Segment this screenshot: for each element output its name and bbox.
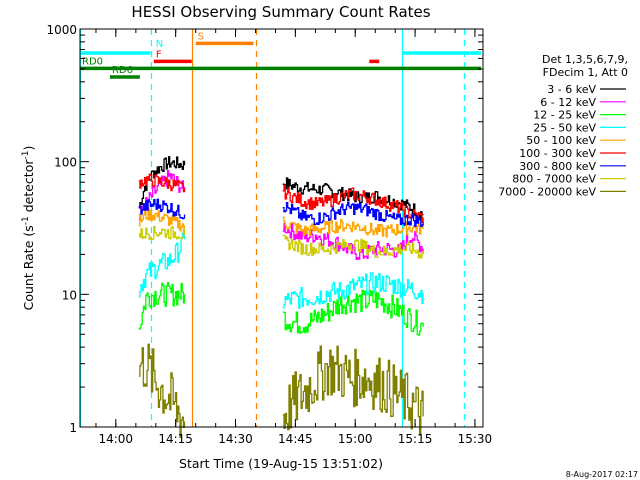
- attitude-bars: N S F RD0 RD6: [80, 31, 482, 79]
- x-tick-label: 15:15: [398, 432, 433, 446]
- state-label-s: S: [198, 31, 204, 42]
- legend-label: 300 - 800 keV: [519, 160, 596, 173]
- series-traces: [138, 156, 424, 439]
- state-label-n: N: [156, 39, 163, 50]
- legend-label: 6 - 12 keV: [540, 96, 596, 109]
- series-segment-0: [138, 207, 186, 232]
- x-tick-label: 14:00: [98, 432, 133, 446]
- series-segment-0: [138, 170, 186, 221]
- series-7000-20000-kev: [138, 343, 424, 439]
- series-segment-0: [138, 225, 186, 241]
- x-tick-label: 15:00: [338, 432, 373, 446]
- plot-frame: [79, 28, 484, 428]
- x-tick-label: 15:30: [458, 432, 493, 446]
- y-label-exponent: -1: [21, 216, 31, 225]
- legend: Det 1,3,5,6,7,9,FDecim 1, Att 0 3 - 6 keV…: [498, 53, 628, 198]
- series-12-25-kev: [138, 281, 424, 336]
- state-label-rd0: RD0: [82, 56, 103, 67]
- y-tick-label: 1: [69, 421, 77, 435]
- y-tick-label: 10: [62, 288, 77, 302]
- legend-label: 12 - 25 keV: [533, 109, 596, 122]
- x-tick-label: 14:45: [278, 432, 313, 446]
- series-segment-1: [282, 272, 424, 309]
- y-axis-label: Count Rate (s-1 detector-1): [21, 146, 36, 311]
- state-label-f: F: [156, 49, 162, 60]
- series-segment-1: [282, 289, 424, 336]
- legend-header: Det 1,3,5,6,7,9,: [542, 53, 628, 66]
- series-100-300-kev: [138, 173, 424, 223]
- series-segment-0: [138, 281, 186, 330]
- series-segment-1: [282, 234, 424, 259]
- y-tick-label: 100: [54, 156, 77, 170]
- series-segment-0: [138, 232, 186, 298]
- series-300-800-kev: [138, 198, 424, 228]
- x-tick-label: 14:30: [218, 432, 253, 446]
- series-segment-1: [282, 184, 424, 223]
- series-25-50-kev: [138, 232, 424, 309]
- legend-label: 3 - 6 keV: [547, 83, 596, 96]
- footer-date: 8-Aug-2017 02:17: [566, 470, 638, 479]
- series-segment-1: [282, 216, 424, 238]
- series-segment-0: [138, 173, 186, 193]
- y-label-part: Count Rate (s: [21, 225, 36, 310]
- x-axis-label: Start Time (19-Aug-15 13:51:02): [179, 456, 383, 471]
- series-800-7000-kev: [138, 225, 424, 259]
- series-50-100-kev: [138, 207, 424, 238]
- series-segment-0: [138, 343, 186, 439]
- series-segment-1: [282, 201, 424, 228]
- series-segment-0: [138, 198, 186, 220]
- series-segment-1: [282, 345, 424, 436]
- legend-label: 800 - 7000 keV: [512, 173, 596, 186]
- axes: 14:00 14:15 14:30 14:45 15:00 15:15 15:30 1 10 10…: [46, 23, 492, 446]
- legend-label: 50 - 100 keV: [526, 134, 596, 147]
- legend-header: FDecim 1, Att 0: [543, 66, 628, 79]
- legend-label: 25 - 50 keV: [533, 121, 596, 134]
- chart-title: HESSI Observing Summary Count Rates: [131, 3, 430, 21]
- state-label-rd6: RD6: [112, 65, 133, 76]
- y-label-exponent: -1: [21, 151, 31, 160]
- series-segment-0: [138, 156, 186, 209]
- x-tick-label: 14:15: [158, 432, 193, 446]
- y-tick-label: 1000: [46, 23, 77, 37]
- legend-label: 100 - 300 keV: [519, 147, 596, 160]
- y-label-part: ): [21, 146, 36, 151]
- legend-label: 7000 - 20000 keV: [498, 185, 596, 198]
- y-label-part: detector: [21, 159, 36, 217]
